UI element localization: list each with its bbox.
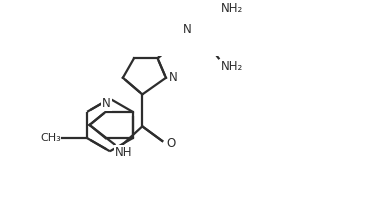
Text: N: N	[102, 97, 111, 110]
Text: O: O	[167, 137, 176, 150]
Text: NH₂: NH₂	[221, 60, 243, 73]
Text: N: N	[169, 71, 178, 84]
Text: NH: NH	[115, 146, 133, 159]
Text: NH₂: NH₂	[221, 2, 243, 15]
Text: CH₃: CH₃	[40, 133, 61, 143]
Text: N: N	[182, 23, 191, 36]
